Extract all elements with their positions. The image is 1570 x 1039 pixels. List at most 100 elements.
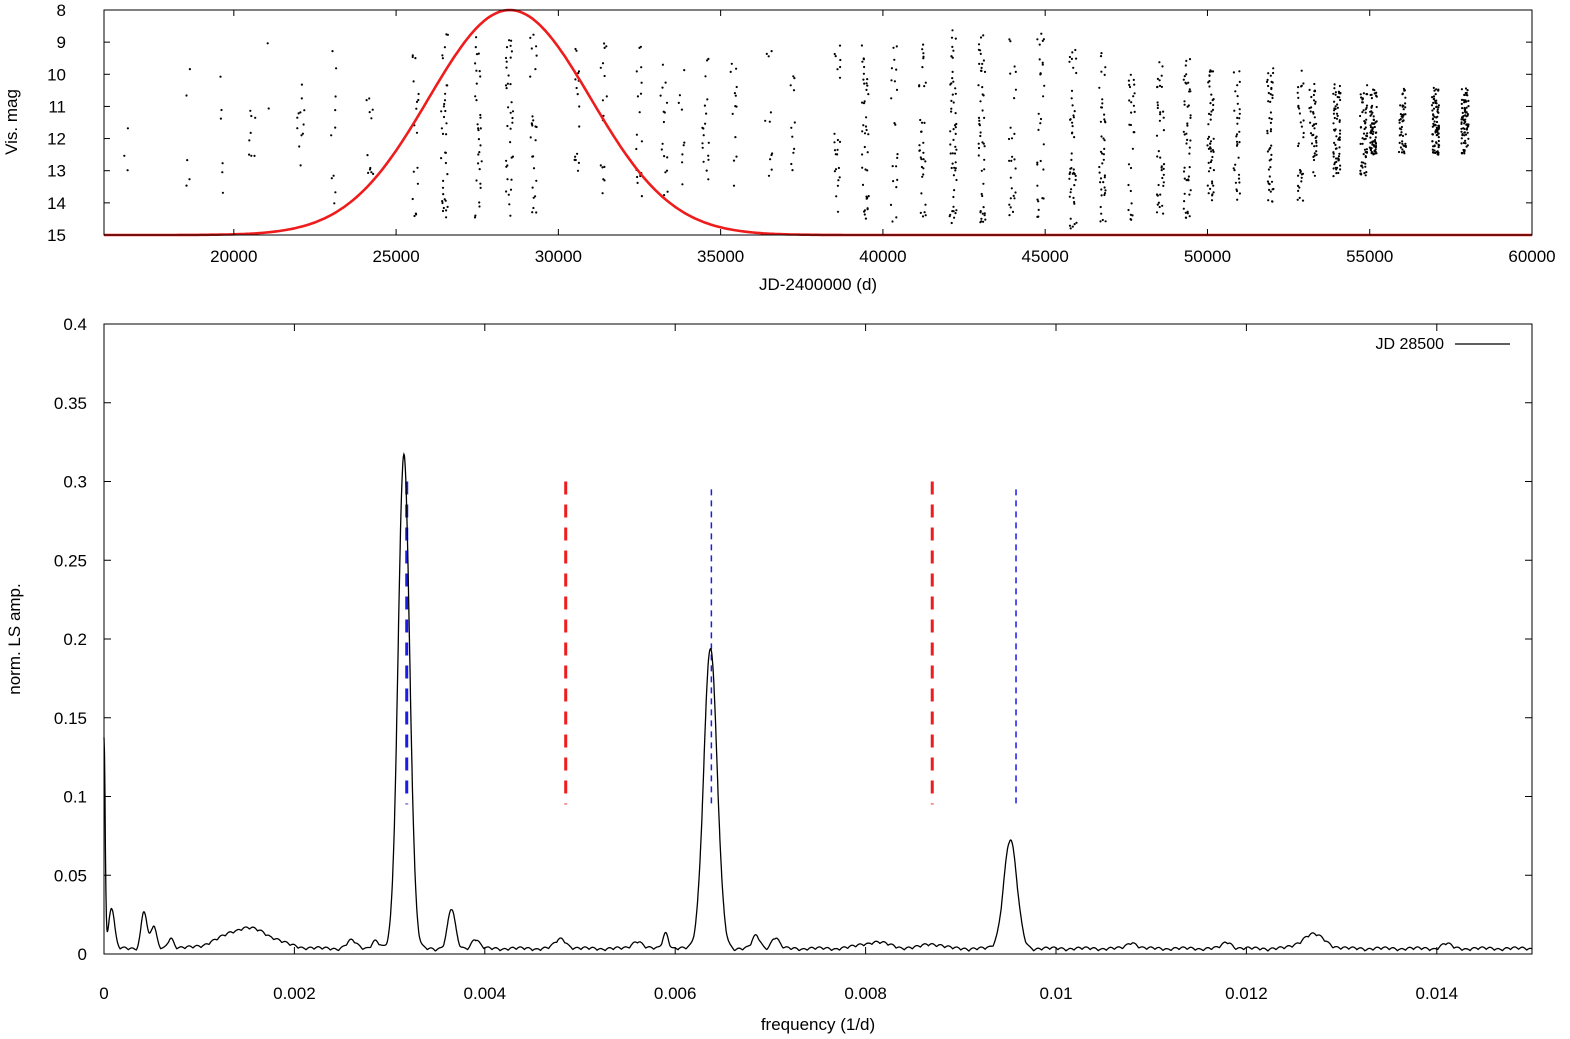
observation-point: [640, 66, 643, 69]
observation-point: [983, 214, 986, 217]
observation-point: [640, 81, 643, 84]
observation-point: [980, 169, 983, 172]
observation-point: [867, 133, 870, 136]
observation-point: [1362, 153, 1365, 156]
observation-point: [837, 166, 841, 170]
observation-point: [1301, 172, 1305, 175]
observation-point: [1402, 87, 1405, 90]
observation-point: [1133, 83, 1136, 86]
observation-point: [532, 33, 535, 36]
observation-point: [1374, 136, 1377, 139]
observation-point: [982, 34, 985, 37]
observation-point: [1365, 93, 1368, 96]
observation-point: [1069, 167, 1072, 170]
observation-point: [1099, 205, 1102, 209]
observation-point: [1013, 132, 1016, 135]
observation-point: [1365, 148, 1368, 151]
observation-point: [1399, 146, 1402, 149]
observation-point: [791, 135, 794, 138]
observation-point: [835, 195, 838, 198]
observation-point: [1460, 151, 1463, 155]
observation-point: [1182, 130, 1185, 133]
observation-point: [1338, 146, 1341, 149]
observation-point: [1312, 93, 1315, 97]
observation-point: [1186, 122, 1189, 125]
observation-point: [866, 78, 869, 81]
observation-segment-1: [185, 68, 257, 194]
observation-point: [474, 95, 477, 98]
observation-point: [1269, 121, 1272, 124]
observation-point: [1398, 141, 1401, 144]
observation-point: [1398, 119, 1401, 122]
observation-point: [983, 168, 986, 171]
observation-point: [1158, 119, 1161, 122]
observation-point: [1337, 155, 1341, 158]
observation-point: [1158, 79, 1161, 82]
observation-point: [1014, 70, 1017, 73]
observation-point: [1315, 135, 1318, 138]
observation-point: [1313, 127, 1316, 130]
observation-point: [1463, 122, 1466, 125]
periodogram-x-tick-label: 0.006: [654, 984, 697, 1003]
observation-point: [1267, 199, 1270, 202]
observation-point: [1100, 106, 1103, 109]
observation-point: [299, 111, 302, 114]
observation-point: [1300, 69, 1303, 72]
observation-point: [1333, 128, 1336, 131]
observation-point: [923, 85, 926, 88]
observation-point: [1188, 193, 1191, 196]
observation-point: [1465, 106, 1468, 109]
observation-point: [1160, 74, 1163, 77]
observation-point: [1272, 67, 1275, 70]
observation-point: [1315, 144, 1318, 147]
observation-point: [1268, 117, 1271, 120]
observation-point: [1314, 100, 1317, 103]
observation-point: [576, 152, 579, 155]
observation-point: [530, 122, 533, 125]
observation-point: [1268, 188, 1271, 191]
observation-point: [1209, 166, 1212, 170]
observation-point: [1437, 146, 1440, 149]
observation-point: [1302, 82, 1305, 85]
observation-point: [1268, 175, 1271, 178]
observation-point: [864, 168, 867, 171]
observation-point: [1463, 152, 1466, 155]
observation-point: [1209, 142, 1212, 145]
observation-point: [1013, 197, 1016, 200]
observation-point: [1364, 111, 1367, 114]
observation-point: [1037, 215, 1040, 218]
observation-point: [443, 198, 446, 201]
observation-point: [635, 147, 638, 151]
observation-point: [1014, 88, 1018, 91]
observation-point: [953, 216, 956, 219]
observation-point: [1435, 116, 1438, 119]
observation-point: [867, 195, 870, 198]
legend-label: JD 28500: [1376, 336, 1445, 353]
observation-point: [1155, 211, 1159, 214]
observation-point: [1130, 202, 1133, 205]
observation-point: [1103, 192, 1107, 195]
observation-point: [1298, 186, 1301, 189]
observation-point: [1075, 71, 1078, 75]
observation-point: [702, 134, 705, 137]
observation-segment-4: [411, 26, 538, 219]
observation-point: [865, 116, 868, 119]
observation-point: [1103, 139, 1106, 142]
observation-point: [1162, 163, 1166, 166]
observation-point: [1337, 159, 1340, 162]
observation-point: [505, 87, 508, 90]
observation-point: [1212, 169, 1215, 172]
observation-point: [1333, 141, 1336, 144]
observation-point: [1338, 119, 1341, 122]
observation-point: [1236, 116, 1239, 119]
observation-point: [1302, 136, 1305, 139]
observation-point: [861, 166, 864, 169]
observation-point: [1373, 138, 1377, 142]
observation-point: [1211, 180, 1214, 183]
observation-point: [1369, 136, 1372, 139]
observation-point: [1361, 97, 1364, 100]
lightcurve-x-axis-label: JD-2400000 (d): [759, 275, 877, 294]
observation-point: [922, 151, 925, 154]
observation-point: [980, 217, 983, 220]
observation-point: [793, 121, 796, 124]
